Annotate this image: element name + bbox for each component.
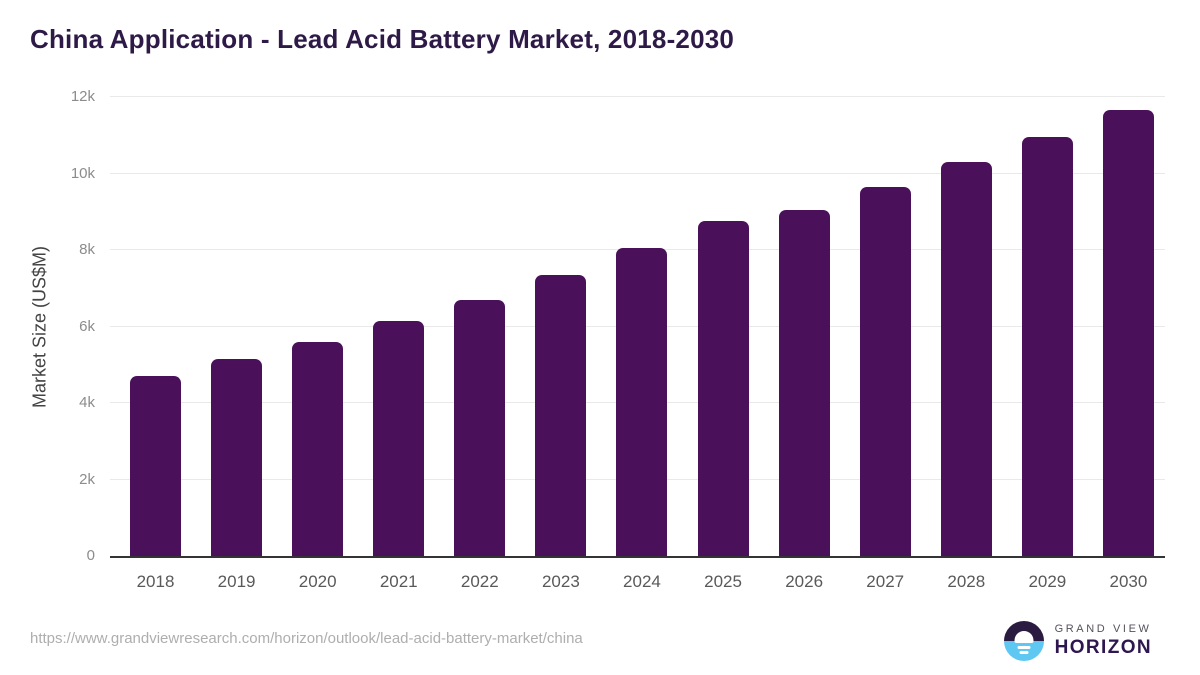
bar-2021	[373, 320, 425, 556]
grand-view-horizon-logo: GRAND VIEW HORIZON	[1003, 621, 1152, 661]
bar-column-2024: 2024	[616, 97, 668, 591]
y-tick-label-0: 0	[86, 547, 95, 564]
bar-2019	[211, 359, 263, 556]
bar-2029	[1021, 137, 1073, 556]
page-title: China Application - Lead Acid Battery Ma…	[30, 24, 735, 54]
x-tick-label-2018: 2018	[136, 572, 175, 591]
y-tick-label-4k: 4k	[79, 394, 95, 412]
bar-column-2029: 2029	[1021, 97, 1073, 591]
x-tick-label-2025: 2025	[704, 572, 742, 591]
bar-2028	[940, 162, 992, 556]
y-tick-label-2k: 2k	[79, 470, 95, 488]
bar-2025	[697, 221, 749, 556]
bar-column-2020: 2020	[292, 97, 344, 591]
x-tick-label-2028: 2028	[947, 572, 986, 591]
bar-2027	[859, 186, 911, 556]
logo-text: GRAND VIEW HORIZON	[1055, 623, 1152, 659]
wave-line	[1017, 646, 1031, 649]
bar-column-2028: 2028	[940, 97, 992, 591]
y-tick-label-6k: 6k	[79, 317, 95, 335]
x-tick-label-2026: 2026	[785, 572, 824, 591]
bar-2030	[1102, 110, 1154, 556]
horizon-sunrise-icon	[1003, 621, 1044, 661]
bar-column-2019: 2019	[211, 97, 263, 591]
bar-2018	[130, 376, 181, 556]
bar-column-2027: 2027	[859, 97, 911, 591]
bar-2026	[778, 209, 830, 556]
bar-2024	[616, 248, 668, 556]
plot-area: 0 2k 4k 6k 8k 10k 12k 2018 2019 2020 2021 2022 2023…	[71, 88, 1165, 591]
y-tick-label-10k: 10k	[70, 164, 95, 182]
bar-2022	[454, 299, 506, 556]
x-tick-label-2029: 2029	[1028, 572, 1067, 591]
x-tick-label-2020: 2020	[298, 572, 337, 591]
logo-product-name: HORIZON	[1054, 637, 1152, 658]
y-tick-label-12k: 12k	[70, 88, 95, 105]
x-tick-label-2024: 2024	[623, 572, 661, 591]
bar-column-2026: 2026	[778, 97, 830, 591]
bar-2020	[292, 341, 344, 556]
y-axis-title: Market Size (US$M)	[29, 245, 50, 409]
wave-line	[1019, 651, 1029, 654]
bar-column-2023: 2023	[535, 97, 587, 591]
bar-column-2022: 2022	[454, 97, 506, 591]
x-tick-label-2027: 2027	[866, 572, 905, 591]
bar-2023	[535, 274, 587, 556]
sun-shape	[1014, 631, 1034, 643]
y-tick-label-8k: 8k	[79, 241, 95, 259]
x-tick-label-2022: 2022	[460, 572, 499, 591]
logo-brand-name: GRAND VIEW	[1054, 623, 1152, 635]
bar-column-2018: 2018	[130, 97, 181, 591]
gridline-10k	[110, 172, 1165, 174]
x-tick-label-2030: 2030	[1109, 572, 1148, 591]
bar-column-2021: 2021	[373, 97, 425, 591]
source-url: https://www.grandviewresearch.com/horizo…	[30, 630, 583, 647]
x-tick-label-2023: 2023	[541, 572, 580, 591]
bar-column-2030: 2030	[1102, 97, 1154, 591]
gridline-12k	[110, 96, 1165, 97]
bars-row: 2018 2019 2020 2021 2022 2023 2024 2025 2026 2027…	[110, 97, 1165, 591]
bar-column-2025: 2025	[697, 97, 749, 591]
x-tick-label-2021: 2021	[379, 572, 418, 591]
x-tick-label-2019: 2019	[217, 572, 256, 591]
